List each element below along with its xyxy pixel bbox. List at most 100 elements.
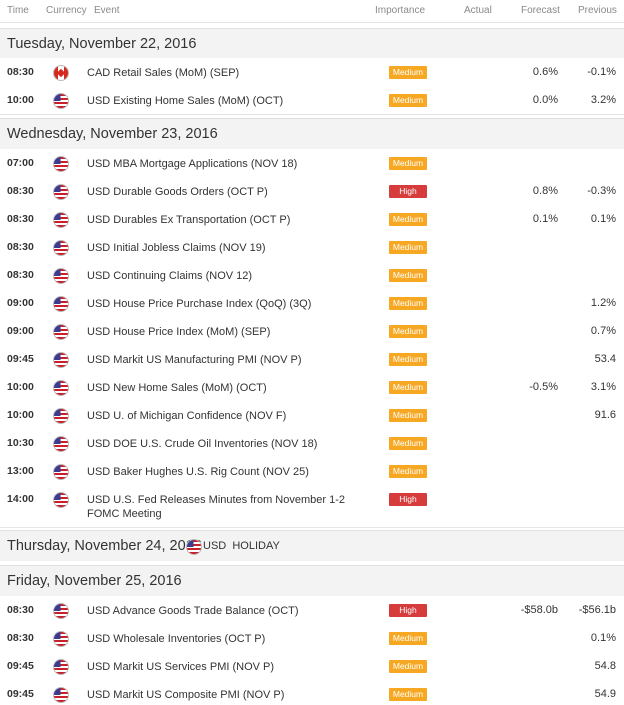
table-row[interactable]: 07:00 USD MBA Mortgage Applications (NOV… (0, 149, 624, 178)
event-name: USD Existing Home Sales (MoM) (OCT) (87, 95, 284, 107)
event-time: 08:30 (7, 213, 34, 225)
event-time: 08:30 (7, 66, 34, 78)
importance-badge: Medium (389, 409, 427, 422)
table-row[interactable]: 08:30 USD Initial Jobless Claims (NOV 19… (0, 233, 624, 262)
table-row[interactable]: 09:00 USD House Price Index (MoM) (SEP) … (0, 317, 624, 346)
event-time: 08:30 (7, 241, 34, 253)
event-time: 10:30 (7, 437, 34, 449)
header-currency: Currency (46, 5, 87, 16)
forecast-value: 0.8% (532, 185, 558, 197)
table-row[interactable]: 10:00 USD Existing Home Sales (MoM) (OCT… (0, 86, 624, 115)
us-flag-icon (53, 464, 69, 480)
header-previous: Previous (578, 5, 617, 16)
previous-value: 3.2% (590, 94, 616, 106)
us-flag-icon (53, 268, 69, 284)
us-flag-icon (53, 93, 69, 109)
importance-badge: Medium (389, 213, 427, 226)
table-row[interactable]: 10:30 USD DOE U.S. Crude Oil Inventories… (0, 429, 624, 458)
event-name: USD MBA Mortgage Applications (NOV 18) (87, 158, 298, 170)
us-flag-icon (53, 603, 69, 619)
table-row[interactable]: 08:30 USD Durables Ex Transportation (OC… (0, 205, 624, 234)
importance-badge: Medium (389, 66, 427, 79)
importance-badge: Medium (389, 688, 427, 701)
us-flag-icon (53, 324, 69, 340)
previous-value: 3.1% (590, 381, 616, 393)
forecast-value: 0.0% (532, 94, 558, 106)
importance-badge: Medium (389, 437, 427, 450)
previous-value: -0.1% (587, 66, 616, 78)
event-name: USD House Price Index (MoM) (SEP) (87, 326, 271, 338)
previous-value: 0.1% (590, 213, 616, 225)
event-name: USD New Home Sales (MoM) (OCT) (87, 382, 267, 394)
previous-value: -$56.1b (578, 604, 616, 616)
us-flag-icon (53, 380, 69, 396)
table-row[interactable]: 09:45 USD Markit US Composite PMI (NOV P… (0, 680, 624, 704)
us-flag-icon (53, 687, 69, 703)
importance-badge: Medium (389, 325, 427, 338)
table-row[interactable]: 08:30 USD Advance Goods Trade Balance (O… (0, 596, 624, 625)
header-importance: Importance (375, 5, 426, 16)
table-row[interactable]: 08:30 USD Durable Goods Orders (OCT P) H… (0, 177, 624, 206)
forecast-value: -$58.0b (520, 604, 558, 616)
event-time: 07:00 (7, 157, 34, 169)
table-row[interactable]: 08:30 USD Wholesale Inventories (OCT P) … (0, 624, 624, 653)
us-flag-icon (53, 156, 69, 172)
us-flag-icon (186, 539, 202, 555)
importance-badge: Medium (389, 157, 427, 170)
table-row[interactable]: 09:45 USD Markit US Manufacturing PMI (N… (0, 345, 624, 374)
holiday-label: USD HOLIDAY (203, 540, 280, 552)
event-time: 13:00 (7, 465, 34, 477)
header-time: Time (7, 5, 29, 16)
table-row[interactable]: 08:30 CAD Retail Sales (MoM) (SEP) Mediu… (0, 58, 624, 87)
event-name: USD U. of Michigan Confidence (NOV F) (87, 410, 287, 422)
event-name: USD DOE U.S. Crude Oil Inventories (NOV … (87, 438, 318, 450)
event-name: USD U.S. Fed Releases Minutes from Novem… (87, 494, 345, 520)
previous-value: 0.7% (590, 325, 616, 337)
event-name: USD Initial Jobless Claims (NOV 19) (87, 242, 266, 254)
table-row[interactable]: 09:00 USD House Price Purchase Index (Qo… (0, 289, 624, 318)
day-header: Tuesday, November 22, 2016 (0, 28, 624, 59)
event-time: 09:45 (7, 660, 34, 672)
table-row[interactable]: 08:30 USD Continuing Claims (NOV 12) Med… (0, 261, 624, 290)
header-event: Event (94, 5, 120, 16)
us-flag-icon (53, 184, 69, 200)
header-forecast: Forecast (521, 5, 560, 16)
us-flag-icon (53, 408, 69, 424)
event-name: USD Markit US Manufacturing PMI (NOV P) (87, 354, 302, 366)
previous-value: 0.1% (590, 632, 616, 644)
day-header: Thursday, November 24, 2016 USD HOLIDAY (0, 530, 624, 561)
table-row[interactable]: 14:00 USD U.S. Fed Releases Minutes from… (0, 485, 624, 528)
importance-badge: Medium (389, 94, 427, 107)
importance-badge: Medium (389, 632, 427, 645)
previous-value: -0.3% (587, 185, 616, 197)
previous-value: 54.9 (594, 688, 616, 700)
event-time: 08:30 (7, 632, 34, 644)
previous-value: 1.2% (590, 297, 616, 309)
event-name: USD House Price Purchase Index (QoQ) (3Q… (87, 298, 312, 310)
event-name: USD Durable Goods Orders (OCT P) (87, 186, 268, 198)
event-time: 10:00 (7, 409, 34, 421)
table-row[interactable]: 10:00 USD New Home Sales (MoM) (OCT) Med… (0, 373, 624, 402)
importance-badge: High (389, 185, 427, 198)
us-flag-icon (53, 240, 69, 256)
day-header: Wednesday, November 23, 2016 (0, 118, 624, 149)
day-label: Wednesday, November 23, 2016 (7, 126, 218, 142)
event-time: 09:00 (7, 325, 34, 337)
event-time: 10:00 (7, 94, 34, 106)
previous-value: 91.6 (594, 409, 616, 421)
event-time: 08:30 (7, 604, 34, 616)
table-row[interactable]: 13:00 USD Baker Hughes U.S. Rig Count (N… (0, 457, 624, 486)
event-time: 08:30 (7, 185, 34, 197)
us-flag-icon (53, 212, 69, 228)
event-name: CAD Retail Sales (MoM) (SEP) (87, 67, 240, 79)
importance-badge: Medium (389, 241, 427, 254)
event-name: USD Wholesale Inventories (OCT P) (87, 633, 266, 645)
day-label: Friday, November 25, 2016 (7, 573, 182, 589)
previous-value: 54.8 (594, 660, 616, 672)
importance-badge: Medium (389, 269, 427, 282)
event-time: 08:30 (7, 269, 34, 281)
event-name: USD Markit US Services PMI (NOV P) (87, 661, 275, 673)
table-row[interactable]: 09:45 USD Markit US Services PMI (NOV P)… (0, 652, 624, 681)
table-row[interactable]: 10:00 USD U. of Michigan Confidence (NOV… (0, 401, 624, 430)
importance-badge: Medium (389, 465, 427, 478)
